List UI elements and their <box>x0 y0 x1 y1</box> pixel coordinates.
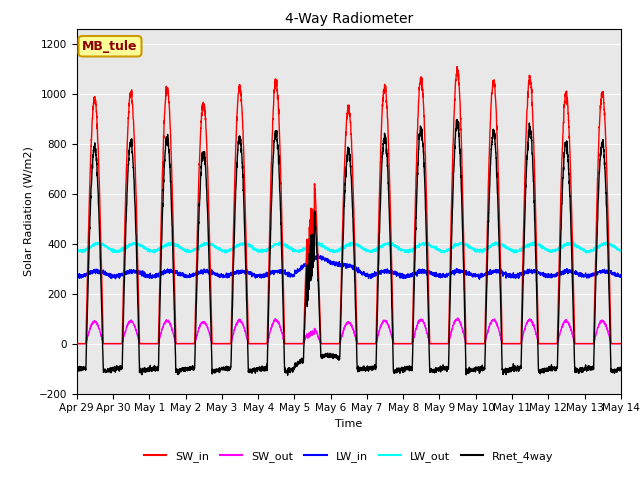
Y-axis label: Solar Radiation (W/m2): Solar Radiation (W/m2) <box>23 146 33 276</box>
SW_in <box>565 135 573 141</box>
Line: LW_out: LW_out <box>77 242 621 253</box>
LW_out <box>617 248 625 254</box>
SW_out <box>412 328 419 334</box>
LW_out <box>222 250 230 256</box>
LW_out <box>189 247 197 252</box>
SW_out <box>617 341 625 347</box>
SW_out <box>402 341 410 347</box>
SW_in <box>453 64 461 70</box>
LW_in <box>476 276 483 282</box>
SW_in <box>617 341 625 347</box>
LW_in <box>189 273 197 278</box>
LW_out <box>412 244 419 250</box>
Rnet_4way <box>284 372 291 378</box>
Line: SW_in: SW_in <box>77 67 621 344</box>
Rnet_4way <box>189 367 197 372</box>
LW_in <box>617 274 625 279</box>
LW_out <box>617 249 625 254</box>
LW_in <box>566 267 573 273</box>
Line: Rnet_4way: Rnet_4way <box>77 120 621 375</box>
Text: MB_tule: MB_tule <box>82 40 138 53</box>
Rnet_4way <box>412 237 419 243</box>
SW_in <box>73 341 81 347</box>
SW_in <box>617 341 625 347</box>
SW_out <box>225 341 232 347</box>
LW_in <box>402 276 410 281</box>
LW_out <box>225 248 233 254</box>
Rnet_4way <box>73 367 81 372</box>
SW_in <box>412 204 419 210</box>
Rnet_4way <box>566 178 573 184</box>
SW_out <box>454 315 461 321</box>
LW_in <box>314 252 322 258</box>
LW_in <box>617 272 625 278</box>
SW_out <box>617 341 625 347</box>
SW_in <box>225 341 232 347</box>
LW_in <box>73 273 81 279</box>
SW_out <box>565 322 573 328</box>
Rnet_4way <box>453 117 461 122</box>
X-axis label: Time: Time <box>335 419 362 429</box>
Rnet_4way <box>225 364 232 370</box>
LW_out <box>531 239 538 245</box>
SW_out <box>189 341 197 347</box>
Rnet_4way <box>402 367 410 373</box>
LW_in <box>412 270 419 276</box>
Rnet_4way <box>617 366 625 372</box>
LW_out <box>566 241 573 247</box>
Line: LW_in: LW_in <box>77 255 621 279</box>
LW_out <box>402 249 410 255</box>
Legend: SW_in, SW_out, LW_in, LW_out, Rnet_4way: SW_in, SW_out, LW_in, LW_out, Rnet_4way <box>140 446 558 467</box>
SW_out <box>73 341 81 347</box>
LW_out <box>73 247 81 253</box>
SW_in <box>402 341 410 347</box>
Rnet_4way <box>617 365 625 371</box>
LW_in <box>225 271 232 276</box>
Line: SW_out: SW_out <box>77 318 621 344</box>
SW_in <box>189 341 197 347</box>
Title: 4-Way Radiometer: 4-Way Radiometer <box>285 12 413 26</box>
